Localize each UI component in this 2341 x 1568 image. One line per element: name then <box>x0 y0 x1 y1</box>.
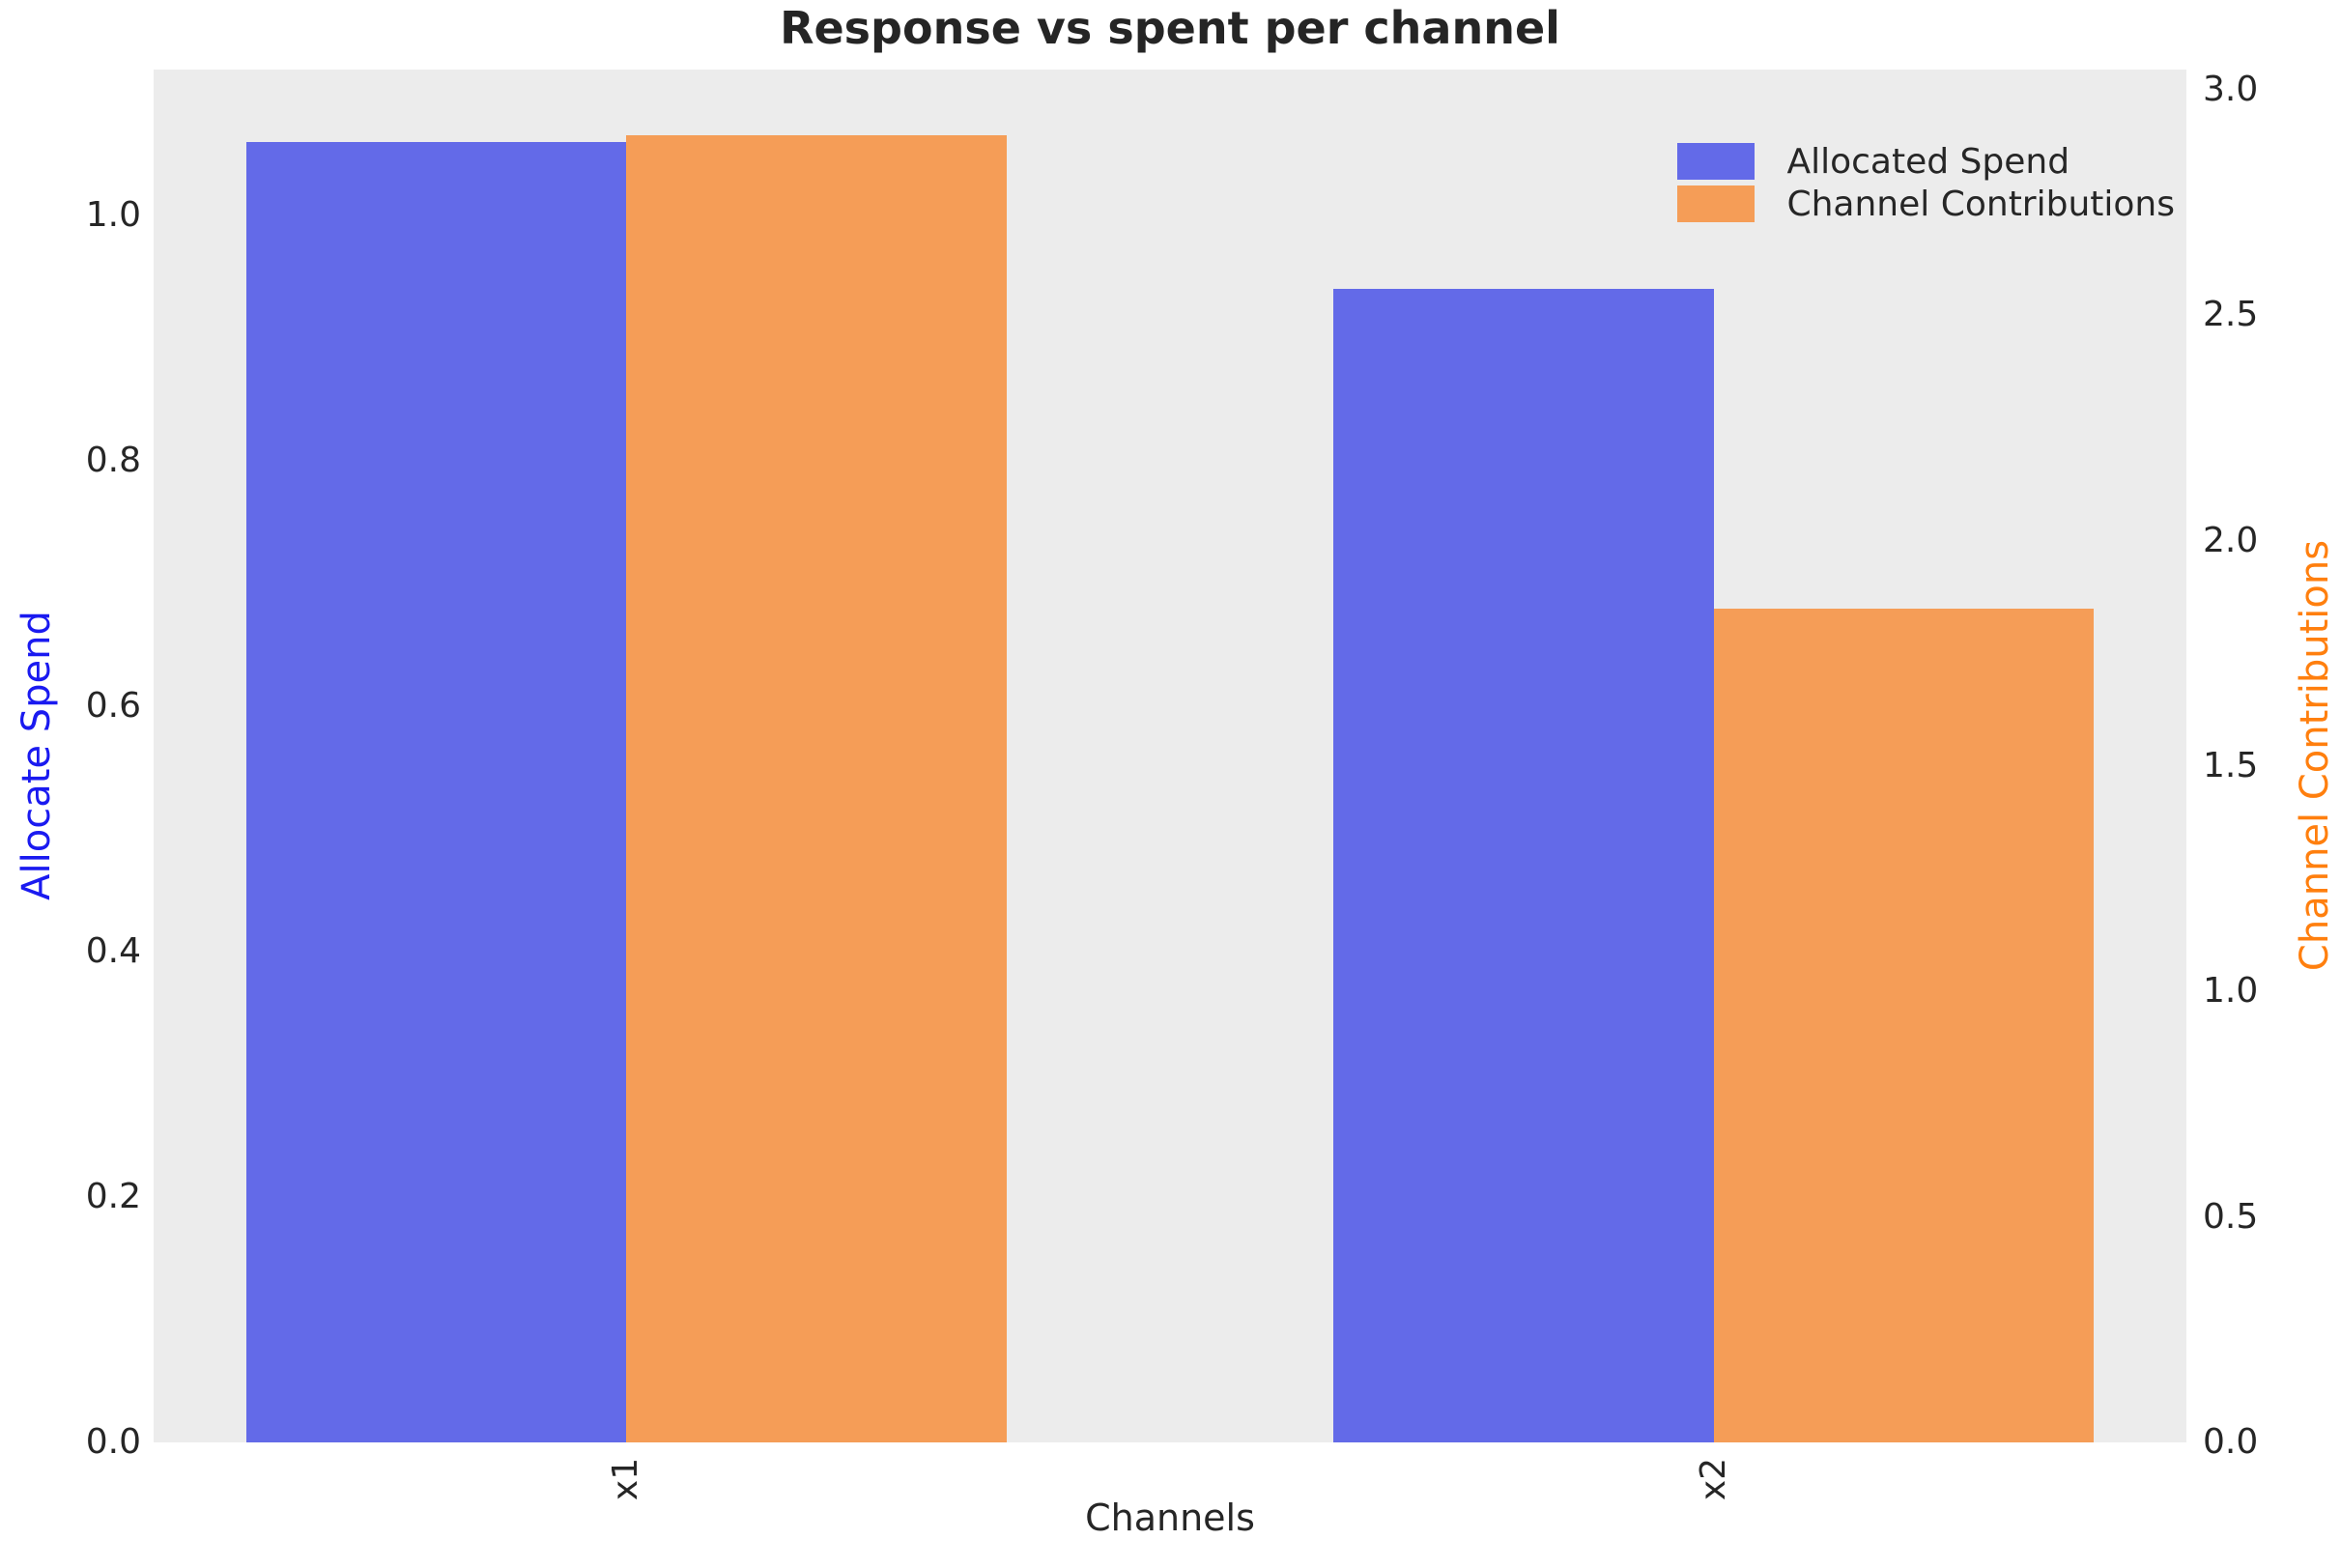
left-y-tick-label: 0.2 <box>85 1177 141 1217</box>
x-tick-label-x1: x1 <box>606 1457 646 1501</box>
chart-title: Response vs spent per channel <box>780 2 1560 54</box>
bar-allocated-spend-x1 <box>245 141 627 1442</box>
legend-label-allocated-spend: Allocated Spend <box>1786 141 2070 182</box>
left-y-tick-label: 0.4 <box>85 931 141 972</box>
left-y-tick-label: 0.8 <box>85 441 141 481</box>
left-y-tick-label: 0.6 <box>85 686 141 727</box>
right-y-tick-label: 2.5 <box>2203 295 2259 335</box>
left-y-tick-label: 0.0 <box>85 1422 141 1462</box>
right-y-tick-label: 0.5 <box>2203 1196 2259 1237</box>
right-y-tick-label: 0.0 <box>2203 1422 2259 1462</box>
legend-swatch-channel-contributions <box>1677 185 1756 222</box>
x-tick-label-x2: x2 <box>1693 1457 1733 1501</box>
y-axis-label-left: Allocate Spend <box>14 611 59 900</box>
x-axis-label: Channels <box>1085 1497 1255 1539</box>
y-axis-label-right: Channel Contributions <box>2293 539 2337 972</box>
legend-label-channel-contributions: Channel Contributions <box>1786 184 2175 224</box>
legend-swatch-allocated-spend <box>1677 143 1756 180</box>
legend-item-allocated-spend: Allocated Spend <box>1677 140 2175 183</box>
bar-channel-contributions-x2 <box>1713 608 2095 1442</box>
legend: Allocated Spend Channel Contributions <box>1677 140 2175 225</box>
right-y-tick-label: 1.0 <box>2203 971 2259 1012</box>
bar-channel-contributions-x1 <box>626 134 1008 1442</box>
right-y-tick-label: 1.5 <box>2203 746 2259 785</box>
bar-allocated-spend-x2 <box>1332 289 1714 1442</box>
right-y-tick-label: 2.0 <box>2203 520 2259 560</box>
plot-area: Allocated Spend Channel Contributions <box>154 70 2186 1442</box>
legend-item-channel-contributions: Channel Contributions <box>1677 183 2175 225</box>
left-y-tick-label: 1.0 <box>85 195 141 236</box>
right-y-tick-label: 3.0 <box>2203 70 2259 109</box>
